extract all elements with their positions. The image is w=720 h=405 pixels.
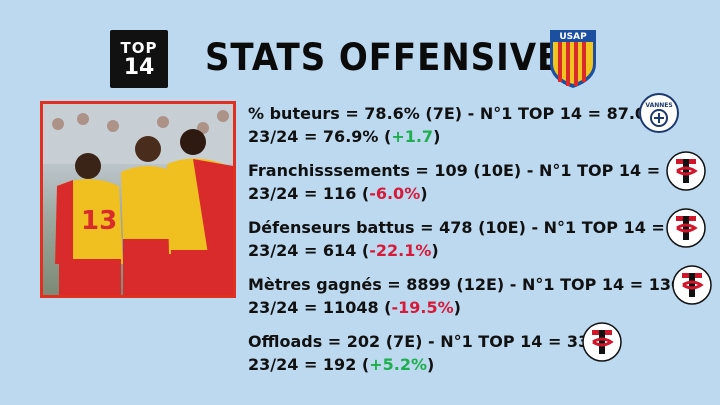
stat-line: % buteurs = 78.6% (7E) - N°1 TOP 14 = 87… [248,104,663,123]
page-title: STATS OFFENSIVES [205,36,587,79]
stat-line: Franchisssements = 109 (10E) - N°1 TOP 1… [248,161,700,180]
top14-logo: TOP 14 [110,30,168,88]
stat-comparison: 23/24 = 116 (-6.0%) [248,184,428,203]
toulouse-logo [666,208,706,248]
stat-metres-gained: Mètres gagnés = 8899 (12E) - N°1 TOP 14 … [248,273,704,319]
stat-delta: +1.7 [391,127,434,146]
stat-line-breaks: Franchisssements = 109 (10E) - N°1 TOP 1… [248,159,699,205]
stat-comparison: 23/24 = 11048 (-19.5%) [248,298,461,317]
team-photo: 13 [40,101,236,298]
top14-logo-text: TOP [120,38,158,57]
stat-delta: -22.1% [369,241,432,260]
stat-comparison: 23/24 = 192 (+5.2%) [248,355,435,374]
usap-logo: USAP [550,30,596,88]
stat-delta: +5.2% [369,355,427,374]
toulouse-logo [672,265,712,305]
vannes-logo: VANNES [639,93,679,133]
svg-text:13: 13 [81,206,117,236]
stat-defenders-beaten: Défenseurs battus = 478 (10E) - N°1 TOP … [248,216,704,262]
usap-logo-text: USAP [559,32,587,42]
top14-logo-number: 14 [123,54,155,80]
stat-delta: -19.5% [391,298,454,317]
stat-offloads: Offloads = 202 (7E) - N°1 TOP 14 = 338 2… [248,330,600,376]
stat-line: Défenseurs battus = 478 (10E) - N°1 TOP … [248,218,704,237]
vannes-logo-text: VANNES [645,102,672,109]
stat-delta: -6.0% [369,184,421,203]
stat-line: Offloads = 202 (7E) - N°1 TOP 14 = 338 [248,332,601,351]
stat-goal-kickers: % buteurs = 78.6% (7E) - N°1 TOP 14 = 87… [248,102,662,148]
stat-comparison: 23/24 = 76.9% (+1.7) [248,127,441,146]
stat-line: Mètres gagnés = 8899 (12E) - N°1 TOP 14 … [248,275,705,294]
stat-comparison: 23/24 = 614 (-22.1%) [248,241,439,260]
toulouse-logo [666,151,706,191]
toulouse-logo [582,322,622,362]
players-illustration: 13 [43,104,233,295]
